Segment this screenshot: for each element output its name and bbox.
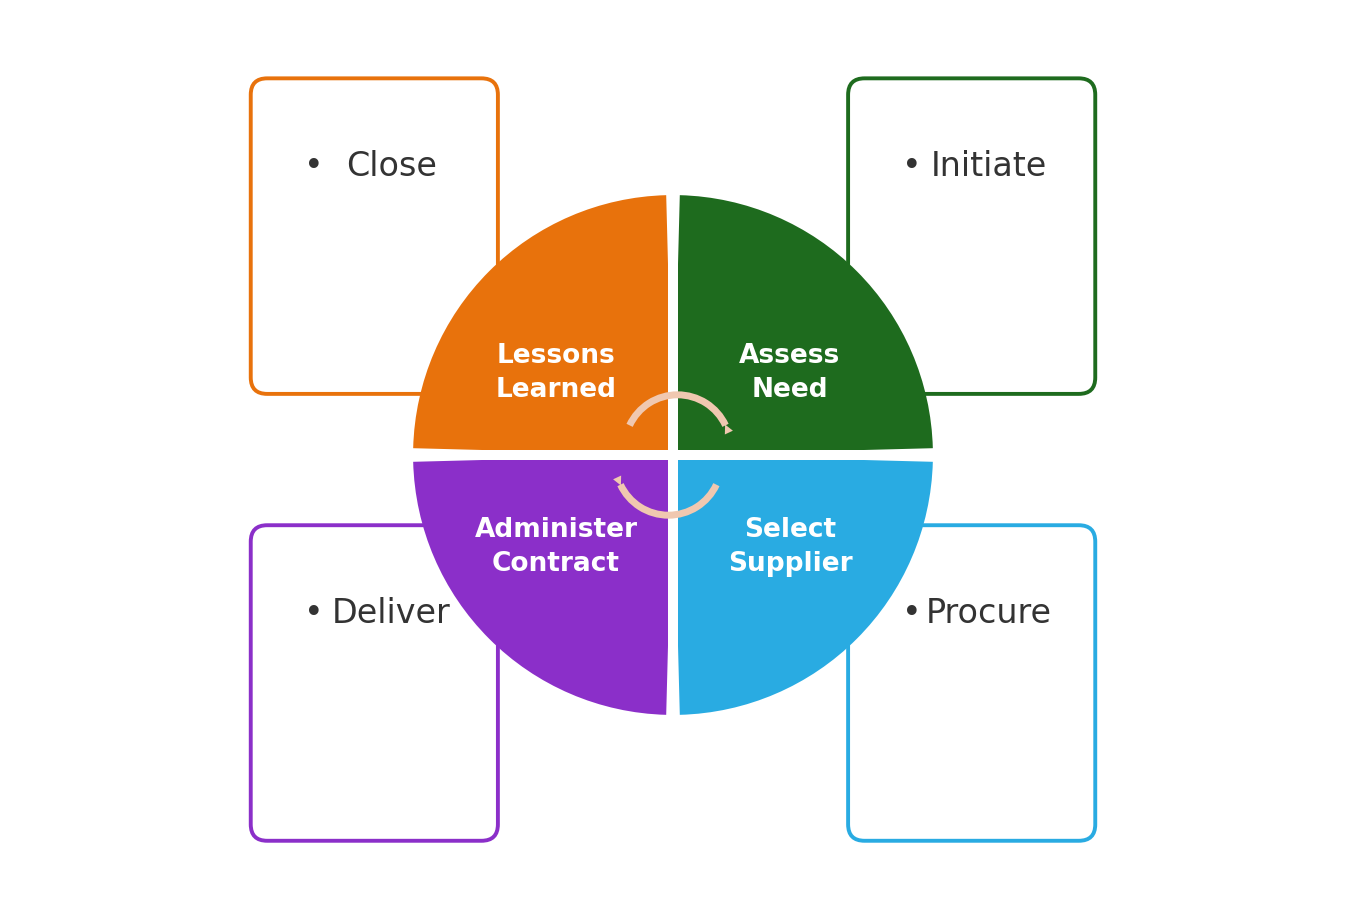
FancyBboxPatch shape [250,526,498,841]
Text: Procure: Procure [926,596,1051,630]
Text: •: • [902,596,922,630]
FancyBboxPatch shape [413,450,933,461]
Text: Select
Supplier: Select Supplier [728,517,852,577]
FancyBboxPatch shape [250,79,498,394]
Text: •: • [902,149,922,183]
FancyBboxPatch shape [848,79,1096,394]
Text: Administer
Contract: Administer Contract [475,517,638,577]
FancyBboxPatch shape [848,526,1096,841]
FancyBboxPatch shape [668,196,678,715]
Text: Close: Close [346,149,437,183]
Wedge shape [413,456,673,715]
Text: Assess
Need: Assess Need [739,343,841,403]
Wedge shape [673,196,933,456]
Text: •: • [304,596,324,630]
Text: Lessons
Learned: Lessons Learned [495,343,616,403]
Text: •: • [304,149,324,183]
Wedge shape [673,456,933,715]
Wedge shape [413,196,673,456]
Text: Initiate: Initiate [930,149,1047,183]
Text: Deliver: Deliver [332,596,451,630]
